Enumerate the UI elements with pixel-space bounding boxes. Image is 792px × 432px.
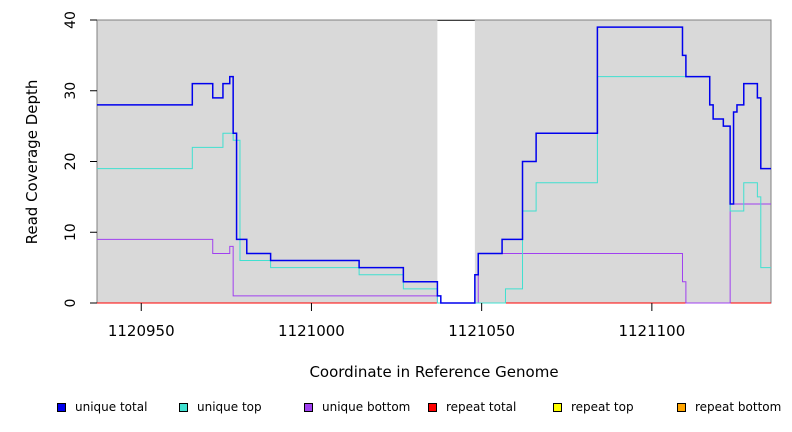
y-tick-label: 0	[63, 299, 79, 308]
legend-swatch	[57, 402, 66, 412]
x-tick-label: 1120950	[108, 322, 175, 340]
legend-item-repeat-bottom: repeat bottom	[677, 400, 781, 414]
legend-label: unique top	[197, 400, 262, 414]
x-tick-label: 1121000	[278, 322, 345, 340]
x-tick-label: 1121100	[618, 322, 685, 340]
legend-label: repeat top	[571, 400, 634, 414]
plot-area	[96, 19, 772, 304]
legend-item-unique-bottom: unique bottom	[304, 400, 410, 414]
axes-layer: 0 10 20 30 40 1120950 1121000 1121050 1121100	[63, 11, 685, 340]
legend-swatch	[677, 402, 686, 412]
legend-label: unique bottom	[322, 400, 411, 414]
x-axis-label: Coordinate in Reference Genome	[309, 363, 558, 381]
x-tick-label: 1121050	[448, 322, 515, 340]
y-tick-label: 40	[63, 11, 79, 29]
legend-swatch	[428, 402, 437, 412]
legend-label: unique total	[75, 400, 148, 414]
legend-label: repeat total	[446, 400, 517, 414]
y-tick-label: 10	[63, 223, 79, 241]
gap-region	[437, 20, 475, 303]
coverage-chart: 0 10 20 30 40 1120950 1121000 1121050 1121100 Re…	[23, 11, 772, 381]
legend: unique total unique top unique bottom re…	[0, 400, 792, 420]
legend-item-unique-top: unique top	[179, 400, 262, 414]
plot-background	[96, 19, 772, 304]
legend-swatch	[304, 402, 313, 412]
legend-swatch	[179, 402, 188, 412]
series-unique-total	[97, 26, 771, 304]
series-layer	[97, 26, 771, 304]
legend-item-repeat-top: repeat top	[553, 400, 634, 414]
legend-item-repeat-total: repeat total	[428, 400, 516, 414]
y-tick-label: 20	[63, 153, 79, 171]
legend-swatch	[553, 402, 562, 412]
y-tick-label: 30	[63, 82, 79, 100]
legend-label: repeat bottom	[695, 400, 782, 414]
legend-item-unique-total: unique total	[57, 400, 147, 414]
y-axis-label: Read Coverage Depth	[23, 80, 41, 245]
